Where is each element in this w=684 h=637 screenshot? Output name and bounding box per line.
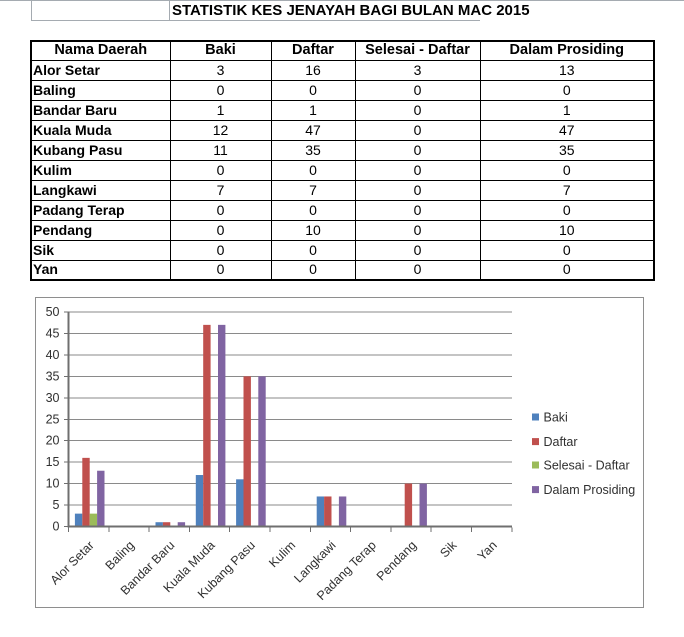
svg-text:20: 20 (46, 434, 60, 448)
svg-text:Dalam Prosiding: Dalam Prosiding (544, 483, 636, 497)
svg-text:Pendang: Pendang (374, 538, 419, 583)
svg-text:Sik: Sik (437, 538, 460, 561)
svg-text:0: 0 (53, 520, 60, 534)
svg-text:15: 15 (46, 455, 60, 469)
svg-text:Selesai - Daftar: Selesai - Daftar (544, 458, 630, 472)
svg-text:10: 10 (46, 477, 60, 491)
svg-text:35: 35 (46, 369, 60, 383)
svg-text:Baki: Baki (544, 410, 568, 424)
svg-text:25: 25 (46, 412, 60, 426)
svg-text:Alor Setar: Alor Setar (48, 538, 97, 587)
svg-text:Baling: Baling (103, 538, 138, 573)
svg-text:40: 40 (46, 348, 60, 362)
svg-text:Daftar: Daftar (544, 435, 578, 449)
svg-text:Yan: Yan (475, 538, 500, 563)
svg-text:45: 45 (46, 326, 60, 340)
svg-text:30: 30 (46, 391, 60, 405)
svg-text:5: 5 (53, 498, 60, 512)
svg-text:Kulim: Kulim (266, 538, 298, 570)
svg-text:50: 50 (46, 305, 60, 319)
